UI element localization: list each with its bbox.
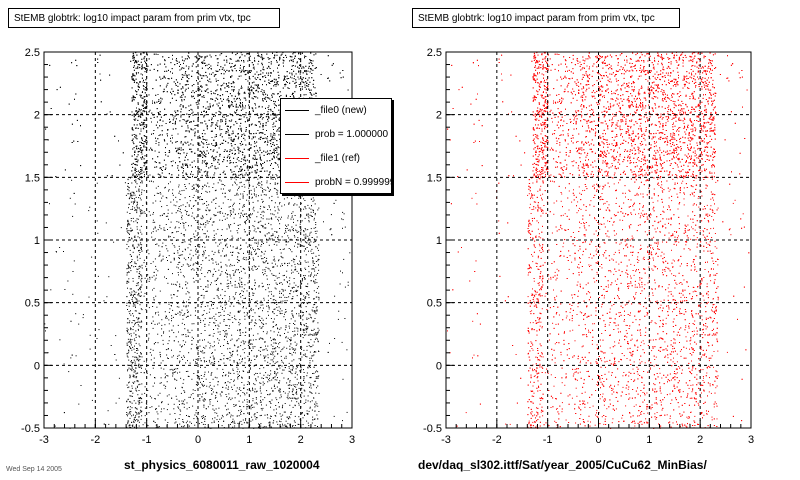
plot-area-1: -3 -2 -1 0 1 2 3 -0.5 0 0.5 1 1.5 2 2.5	[423, 47, 754, 446]
legend: _file0 (new) prob = 1.000000 _file1 (ref…	[280, 98, 392, 194]
y-tick-label: 2.5	[427, 47, 442, 59]
x-tick-label: 3	[349, 434, 355, 446]
legend-entry: _file1 (ref)	[281, 147, 391, 171]
x-tick-label: 2	[697, 434, 703, 446]
x-axis-label-left: st_physics_6080011_raw_1020004	[124, 458, 320, 472]
x-tick-label: -3	[39, 434, 49, 446]
grid-0	[44, 52, 352, 428]
y-tick-label: 2	[34, 110, 40, 122]
legend-entry: _file0 (new)	[281, 99, 391, 123]
y-tick-label: 0	[34, 360, 40, 372]
x-tick-label: 1	[246, 434, 252, 446]
y-tick-label: 1	[436, 235, 442, 247]
x-tick-label: 2	[298, 434, 304, 446]
y-tick-label: 1	[34, 235, 40, 247]
y-tick-label: -0.5	[423, 423, 442, 435]
x-tick-label: -3	[441, 434, 451, 446]
x-tick-label: 0	[595, 434, 601, 446]
x-tick-label: -1	[142, 434, 152, 446]
grid-1	[446, 52, 751, 428]
legend-line-file1	[285, 158, 309, 159]
legend-line-file0	[285, 110, 309, 111]
legend-label-probN: probN = 0.999999	[315, 177, 392, 188]
legend-line-probN	[285, 182, 309, 183]
y-tick-label: 0.5	[427, 298, 442, 310]
y-tick-label: 0.5	[25, 298, 40, 310]
footer-fragment: Wed Sep 14 2005	[6, 466, 62, 473]
x-tick-label: 3	[748, 434, 754, 446]
legend-line-prob	[285, 134, 309, 135]
legend-entry: probN = 0.999999	[281, 171, 392, 193]
x-tick-label: 1	[646, 434, 652, 446]
y-tick-label: -0.5	[21, 423, 40, 435]
legend-label-prob: prob = 1.000000	[315, 129, 389, 140]
legend-entry: prob = 1.000000	[281, 123, 391, 147]
y-tick-label: 1.5	[427, 172, 442, 184]
x-tick-label: -2	[90, 434, 100, 446]
chart-title-right: StEMB globtrk: log10 impact param from p…	[412, 8, 680, 28]
y-tick-label: 1.5	[25, 172, 40, 184]
legend-label-file0: _file0 (new)	[315, 105, 367, 116]
y-tick-label: 2.5	[25, 47, 40, 59]
chart-title-left: StEMB globtrk: log10 impact param from p…	[8, 8, 280, 28]
x-tick-label: -1	[543, 434, 553, 446]
legend-label-file1: _file1 (ref)	[315, 153, 361, 164]
x-axis-label-right: dev/daq_sl302.ittf/Sat/year_2005/CuCu62_…	[418, 458, 707, 472]
x-tick-label: 0	[195, 434, 201, 446]
y-tick-label: 2	[436, 110, 442, 122]
x-tick-label: -2	[492, 434, 502, 446]
y-tick-label: 0	[436, 360, 442, 372]
